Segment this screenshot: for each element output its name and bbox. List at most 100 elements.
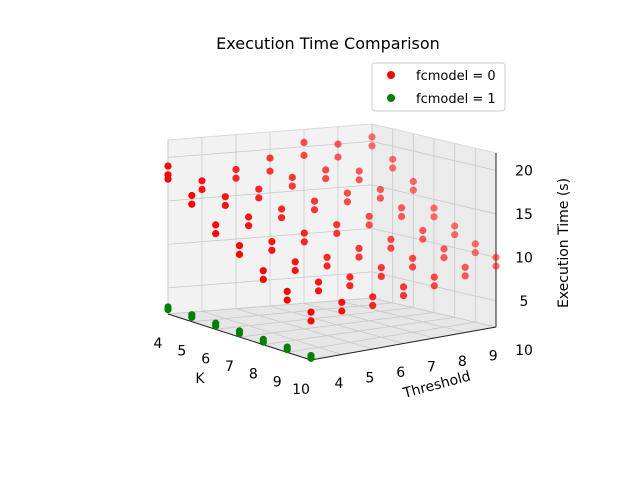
- scatter-point-fcmodel-0: [430, 204, 438, 212]
- x-tick-label: 6: [201, 351, 210, 367]
- scatter-point-fcmodel-0: [259, 275, 267, 283]
- scatter-point-fcmodel-0: [430, 273, 438, 281]
- scatter-point-fcmodel-0: [399, 292, 408, 300]
- scatter-point-fcmodel-0: [283, 296, 291, 304]
- scatter-point-fcmodel-0: [398, 204, 406, 212]
- y-axis-label: Threshold: [401, 368, 473, 402]
- scatter-point-fcmodel-0: [255, 185, 263, 193]
- scatter-point-fcmodel-0: [334, 153, 342, 161]
- scatter-point-fcmodel-1: [259, 338, 267, 346]
- scatter-point-fcmodel-0: [164, 162, 172, 170]
- scatter-point-fcmodel-0: [451, 231, 459, 239]
- scatter-point-fcmodel-0: [245, 213, 253, 221]
- scatter-point-fcmodel-0: [198, 185, 206, 194]
- scatter-point-fcmodel-0: [300, 229, 308, 237]
- scatter-point-fcmodel-0: [419, 226, 427, 235]
- z-axis-label: Execution Time (s): [556, 178, 572, 308]
- scatter-point-fcmodel-0: [255, 194, 263, 202]
- scatter-point-fcmodel-0: [471, 249, 479, 257]
- scatter-point-fcmodel-0: [266, 167, 274, 175]
- scatter-point-fcmodel-0: [409, 177, 417, 186]
- y-axis-line: [310, 326, 497, 361]
- scatter-point-fcmodel-0: [368, 133, 376, 141]
- scatter-point-fcmodel-1: [283, 346, 291, 354]
- scatter-point-fcmodel-0: [471, 240, 479, 248]
- scatter-point-fcmodel-0: [278, 205, 286, 213]
- grid-y-floor: [303, 302, 435, 339]
- scatter-point-fcmodel-0: [376, 194, 384, 202]
- scatter-point-fcmodel-0: [409, 186, 417, 194]
- scatter-point-fcmodel-0: [409, 263, 417, 271]
- scatter-point-fcmodel-0: [365, 212, 373, 220]
- z-tick-label: 5: [520, 294, 529, 310]
- scatter-point-fcmodel-0: [346, 282, 354, 290]
- scatter-point-fcmodel-0: [346, 273, 354, 281]
- grid-y-floor: [371, 297, 497, 328]
- scatter-point-fcmodel-0: [307, 308, 315, 316]
- scatter-point-fcmodel-0: [291, 258, 299, 266]
- scatter-point-fcmodel-0: [212, 230, 220, 238]
- scatter-point-fcmodel-0: [266, 154, 274, 162]
- scatter-point-fcmodel-0: [198, 177, 206, 185]
- data-points: [164, 133, 500, 362]
- scatter-point-fcmodel-0: [221, 201, 229, 209]
- scatter-point-fcmodel-0: [333, 229, 341, 237]
- scatter-point-fcmodel-0: [389, 164, 397, 172]
- y-tick-label: 4: [335, 376, 344, 392]
- scatter-point-fcmodel-0: [338, 298, 346, 306]
- scatter-point-fcmodel-0: [368, 142, 376, 150]
- x-tick-label: 10: [292, 382, 310, 398]
- scatter-point-fcmodel-0: [288, 173, 296, 181]
- scatter-point-fcmodel-0: [188, 191, 196, 200]
- scatter-point-fcmodel-1: [164, 306, 172, 314]
- z-tick-label: 20: [515, 163, 533, 179]
- scatter-point-fcmodel-0: [235, 250, 244, 258]
- scatter-point-fcmodel-0: [164, 175, 172, 183]
- scatter-point-fcmodel-0: [389, 155, 397, 163]
- grid-z-left: [167, 184, 373, 202]
- scatter-point-fcmodel-0: [355, 253, 363, 261]
- scatter-point-fcmodel-0: [322, 166, 330, 174]
- scatter-point-fcmodel-0: [419, 235, 427, 243]
- x-axis-label: K: [195, 371, 205, 387]
- scatter-point-fcmodel-0: [300, 238, 308, 246]
- scatter-point-fcmodel-0: [212, 221, 220, 229]
- scatter-point-fcmodel-0: [310, 206, 319, 214]
- scatter-point-fcmodel-0: [288, 182, 296, 190]
- z-tick-label: 10: [515, 250, 533, 266]
- y-tick-label: 7: [427, 360, 436, 376]
- scatter-point-fcmodel-0: [376, 185, 384, 194]
- scatter-point-fcmodel-0: [323, 262, 331, 270]
- scatter-point-fcmodel-0: [409, 254, 417, 262]
- scatter-point-fcmodel-0: [235, 242, 244, 250]
- scatter-point-fcmodel-0: [300, 151, 308, 159]
- scatter-point-fcmodel-0: [369, 293, 377, 301]
- chart-title: Execution Time Comparison: [216, 34, 440, 53]
- scatter-point-fcmodel-0: [365, 221, 373, 229]
- x-tick-label: 5: [177, 344, 186, 360]
- scatter-point-fcmodel-0: [377, 264, 385, 272]
- grid-z-left: [167, 271, 373, 289]
- scatter-point-fcmodel-0: [310, 197, 319, 205]
- scatter-point-fcmodel-0: [461, 272, 469, 280]
- z-tick-label: 15: [515, 207, 533, 223]
- grid-y-floor: [235, 308, 373, 350]
- legend-marker-fcmodel-0: [387, 71, 395, 79]
- scatter-point-fcmodel-0: [387, 235, 395, 243]
- legend: fcmodel = 0 fcmodel = 1: [371, 62, 506, 112]
- scatter-point-fcmodel-0: [232, 165, 240, 174]
- x-tick-label: 4: [154, 336, 163, 352]
- grid-y-floor: [269, 305, 404, 344]
- y-tick-label: 8: [458, 354, 467, 370]
- x-tick-label: 8: [249, 367, 258, 383]
- scatter-point-fcmodel-0: [278, 214, 286, 222]
- scatter-point-fcmodel-0: [268, 246, 276, 254]
- scatter-point-fcmodel-0: [188, 200, 196, 208]
- grid-y-floor: [337, 300, 466, 333]
- scatter-point-fcmodel-0: [440, 245, 448, 253]
- scatter-point-fcmodel-0: [399, 283, 408, 291]
- scatter-point-fcmodel-0: [355, 244, 363, 252]
- scatter-point-fcmodel-0: [245, 222, 253, 230]
- scatter-point-fcmodel-0: [355, 176, 363, 184]
- grid-z-right: [371, 184, 497, 215]
